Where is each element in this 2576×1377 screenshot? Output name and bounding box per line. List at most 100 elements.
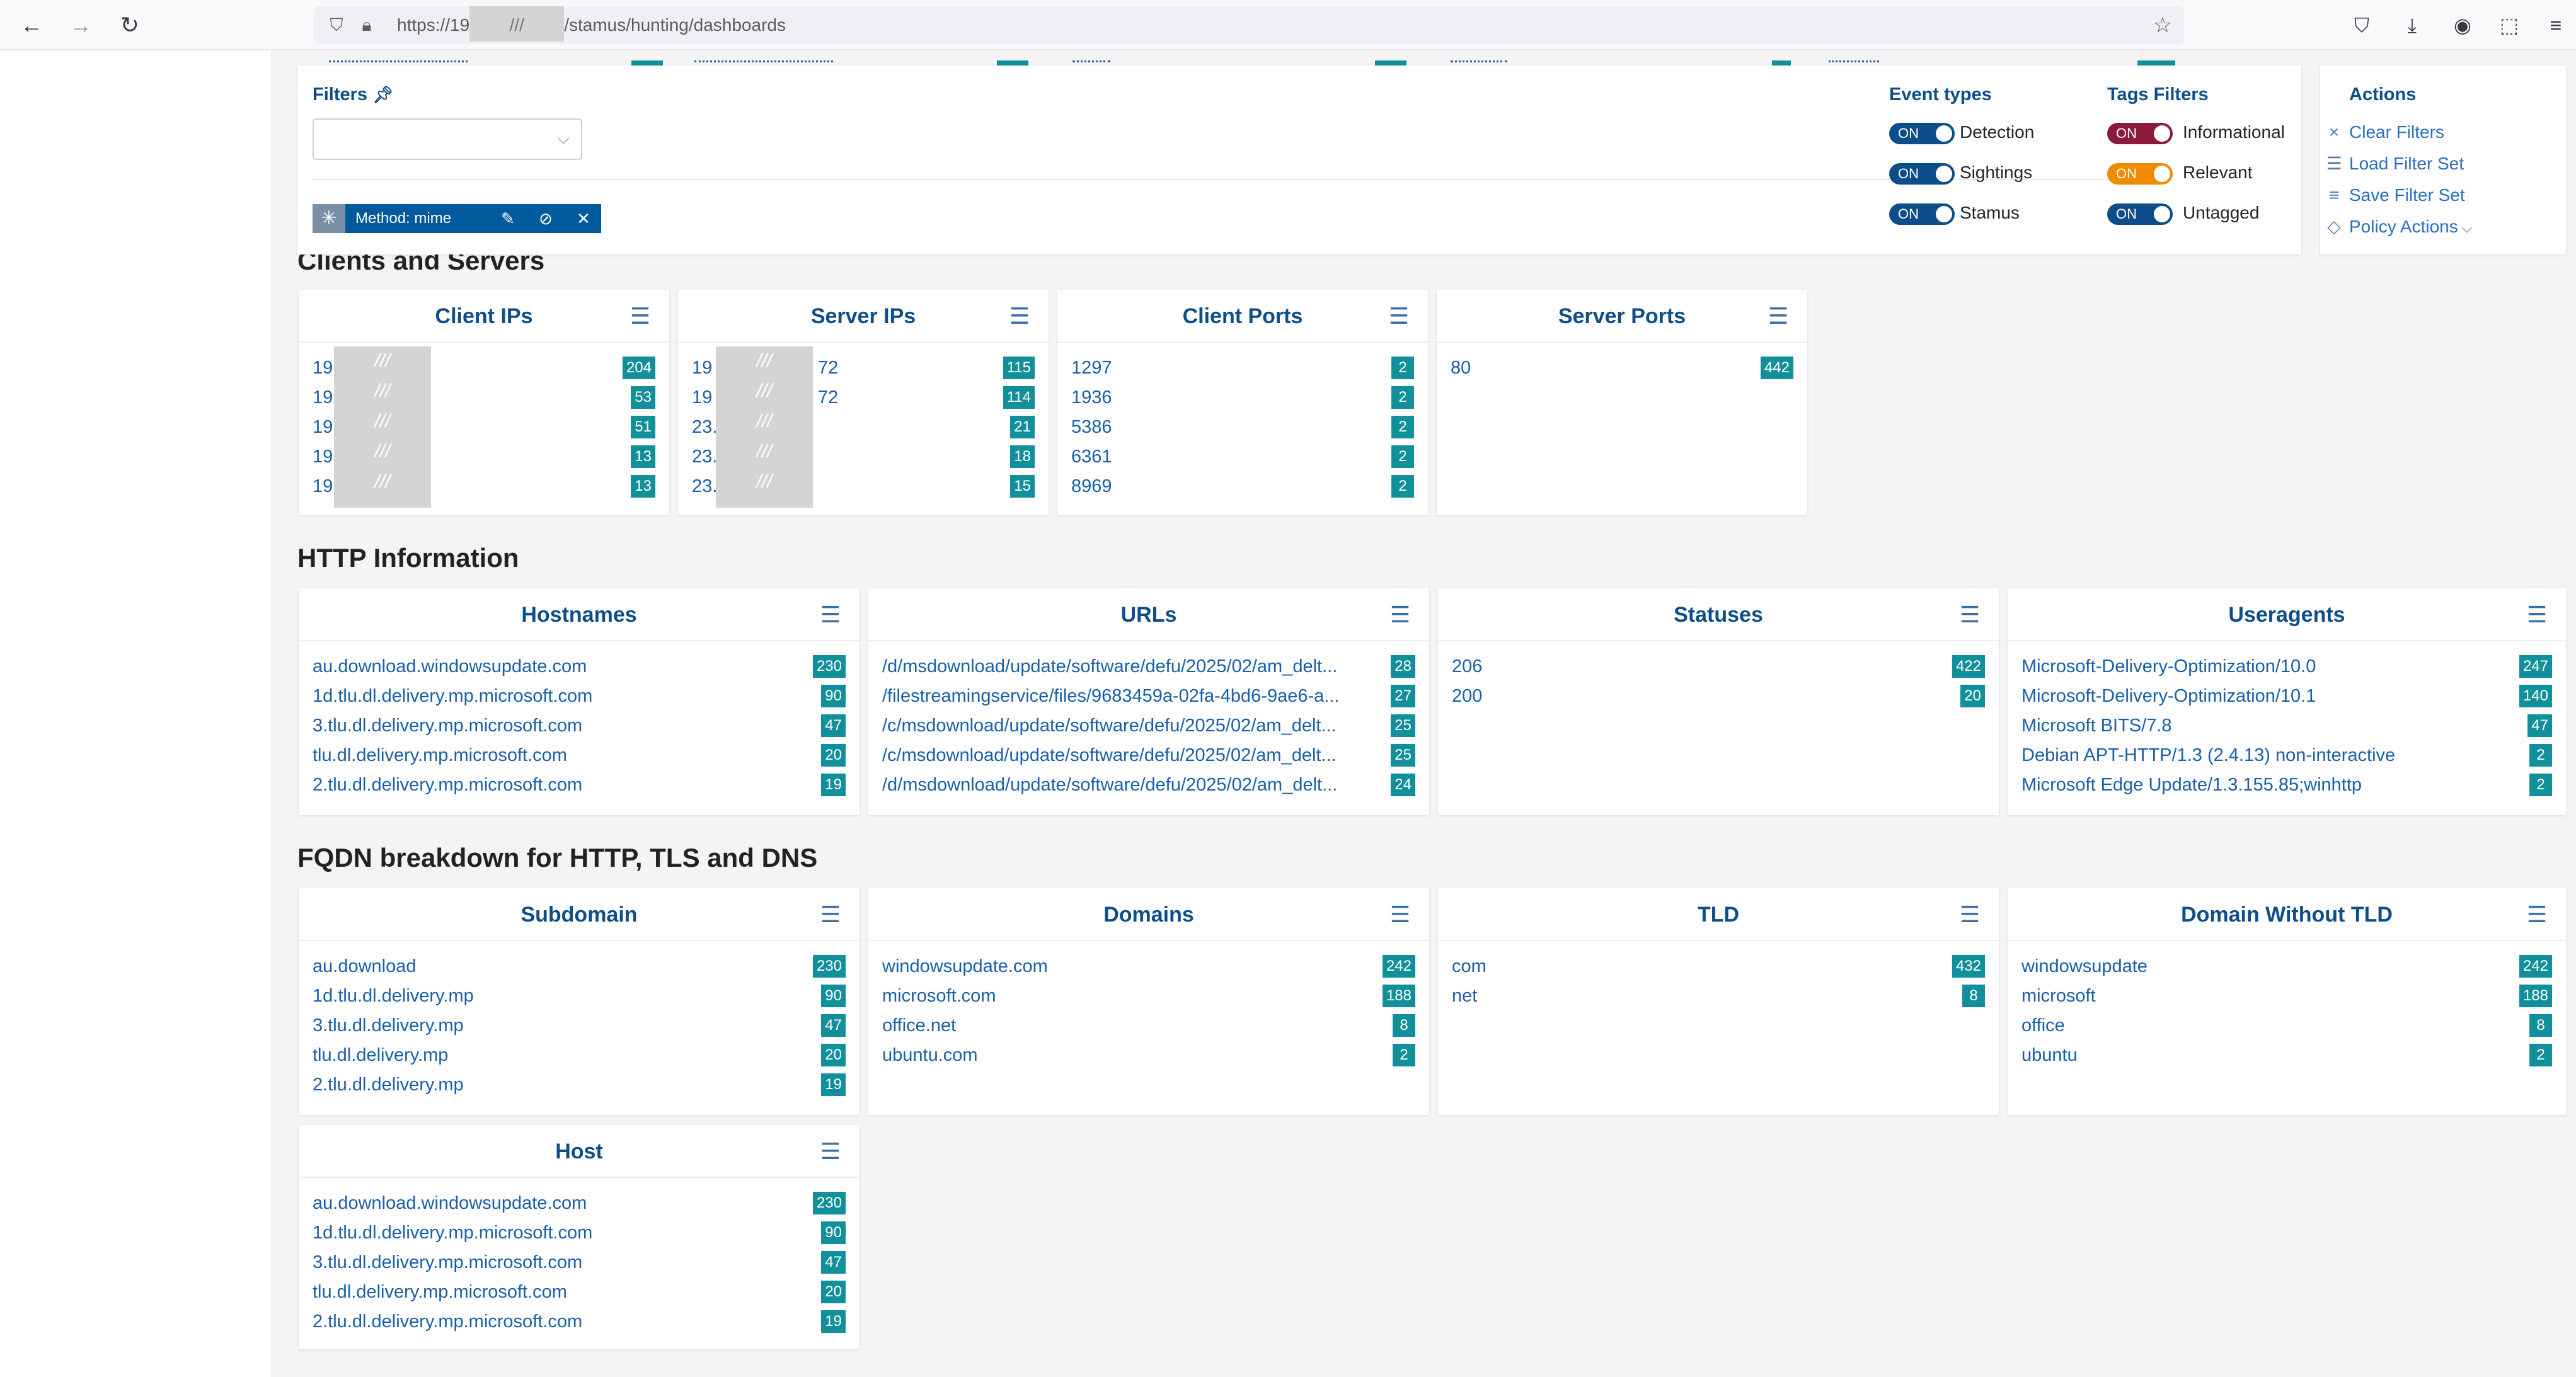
account-icon[interactable]: ◉ — [2454, 14, 2471, 37]
row-label[interactable]: 1d.tlu.dl.delivery.mp.microsoft.com — [313, 1223, 593, 1243]
pocket-icon[interactable]: ⛉ — [2354, 14, 2369, 37]
row-label[interactable]: ubuntu — [2021, 1045, 2078, 1065]
table-row[interactable]: 206 422 — [1452, 654, 1985, 679]
row-label[interactable]: 19 — [313, 387, 333, 408]
row-label[interactable]: 19 — [313, 358, 333, 378]
row-label[interactable]: 2.tlu.dl.delivery.mp.microsoft.com — [313, 1311, 583, 1332]
table-row[interactable]: 19 72 115 — [692, 355, 1035, 380]
load-filter-set-button[interactable]: ☰ Load Filter Set — [2326, 152, 2464, 175]
table-row[interactable]: ubuntu.com 2 — [882, 1043, 1415, 1068]
row-label[interactable]: 2.tlu.dl.delivery.mp — [313, 1075, 464, 1095]
row-label[interactable]: au.download.windowsupdate.com — [313, 1193, 587, 1213]
table-row[interactable]: /d/msdownload/update/software/defu/2025/… — [882, 772, 1415, 797]
row-label[interactable]: /d/msdownload/update/software/defu/2025/… — [882, 775, 1338, 795]
row-label[interactable]: 3.tlu.dl.delivery.mp.microsoft.com — [313, 716, 583, 736]
table-row[interactable]: microsoft.com 188 — [882, 983, 1415, 1008]
pin-icon[interactable]: 📌︎ — [372, 85, 394, 104]
table-row[interactable]: 3.tlu.dl.delivery.mp.microsoft.com 47 — [313, 713, 846, 738]
row-label[interactable]: Microsoft-Delivery-Optimization/10.0 — [2021, 656, 2316, 677]
table-row[interactable]: office 8 — [2021, 1013, 2552, 1038]
table-row[interactable]: /d/msdownload/update/software/defu/2025/… — [882, 654, 1415, 679]
clear-filters-button[interactable]: × Clear Filters — [2329, 121, 2444, 144]
row-label[interactable]: Microsoft BITS/7.8 — [2021, 716, 2172, 736]
row-label[interactable]: 1936 — [1071, 387, 1112, 408]
row-label[interactable]: 6361 — [1071, 447, 1112, 467]
bookmark-star-icon[interactable]: ☆ — [2153, 13, 2173, 37]
row-label[interactable]: Debian APT-HTTP/1.3 (2.4.13) non-interac… — [2021, 745, 2396, 765]
hamburger-menu-icon[interactable]: ☰ — [1389, 901, 1411, 927]
hamburger-menu-icon[interactable]: ☰ — [1959, 901, 1981, 927]
table-row[interactable]: /c/msdownload/update/software/defu/2025/… — [882, 743, 1415, 768]
table-row[interactable]: Microsoft BITS/7.8 47 — [2021, 713, 2552, 738]
row-label[interactable]: 19 — [692, 387, 713, 408]
row-label[interactable]: 1d.tlu.dl.delivery.mp — [313, 986, 474, 1006]
row-label[interactable]: 3.tlu.dl.delivery.mp.microsoft.com — [313, 1252, 583, 1272]
row-label[interactable]: au.download — [313, 956, 417, 976]
row-label[interactable]: Microsoft-Delivery-Optimization/10.1 — [2021, 686, 2316, 706]
table-row[interactable]: /c/msdownload/update/software/defu/2025/… — [882, 713, 1415, 738]
row-label[interactable]: tlu.dl.delivery.mp.microsoft.com — [313, 1282, 567, 1302]
row-label[interactable]: tlu.dl.delivery.mp — [313, 1045, 449, 1065]
hamburger-menu-icon[interactable]: ☰ — [1959, 602, 1981, 627]
hamburger-menu-icon[interactable]: ☰ — [820, 1138, 841, 1164]
policy-actions-dropdown[interactable]: ◇ Policy Actions ⌵ — [2327, 215, 2472, 239]
table-row[interactable]: au.download.windowsupdate.com 230 — [313, 1191, 846, 1216]
toggle-switch[interactable]: ON — [2107, 163, 2173, 185]
save-filter-set-button[interactable]: ≡ Save Filter Set — [2329, 184, 2465, 207]
hamburger-menu-icon[interactable]: ☰ — [1389, 602, 1411, 627]
table-row[interactable]: 193313 — [313, 474, 655, 499]
table-row[interactable]: /filestreamingservice/files/9683459a-02f… — [882, 683, 1415, 709]
negate-icon[interactable]: ⊘ — [539, 209, 553, 228]
row-label[interactable]: 2.tlu.dl.delivery.mp.microsoft.com — [313, 775, 583, 795]
table-row[interactable]: 1d.tlu.dl.delivery.mp.microsoft.com 90 — [313, 1220, 846, 1245]
table-row[interactable]: tlu.dl.delivery.mp.microsoft.com 20 — [313, 1279, 846, 1305]
row-label[interactable]: 206 — [1452, 656, 1483, 677]
row-label[interactable]: microsoft — [2021, 986, 2096, 1006]
table-row[interactable]: 23. 18 — [692, 444, 1035, 469]
table-row[interactable]: Microsoft-Delivery-Optimization/10.1 140 — [2021, 683, 2552, 709]
table-row[interactable]: 23. 15 — [692, 474, 1035, 499]
tag-filter-untagged[interactable]: ON Untagged — [2107, 202, 2259, 225]
table-row[interactable]: 19 53 — [313, 385, 655, 410]
hamburger-menu-icon[interactable]: ☰ — [1009, 303, 1030, 329]
back-arrow-icon[interactable]: ← — [20, 12, 43, 38]
row-label[interactable]: /c/msdownload/update/software/defu/2025/… — [882, 745, 1337, 765]
menu-icon[interactable]: ≡ — [2550, 14, 2562, 37]
download-icon[interactable]: ⤓ — [2407, 14, 2417, 37]
lock-icon[interactable]: 🔒︎ — [362, 15, 372, 35]
row-label[interactable]: 5386 — [1071, 417, 1112, 437]
row-label-suffix[interactable]: 72 — [818, 387, 839, 408]
table-row[interactable]: 23. 21 — [692, 414, 1035, 440]
row-label-suffix[interactable]: 72 — [818, 358, 839, 378]
table-row[interactable]: 8969 2 — [1071, 474, 1414, 499]
table-row[interactable]: 2.tlu.dl.delivery.mp.microsoft.com 19 — [313, 772, 846, 797]
table-row[interactable]: 3.tlu.dl.delivery.mp 47 — [313, 1013, 846, 1038]
tag-filter-informational[interactable]: ON Informational — [2107, 121, 2285, 144]
address-bar[interactable]: ⛉ 🔒︎ https://19////stamus/hunting/dashbo… — [314, 6, 2184, 44]
table-row[interactable]: 191951 — [313, 414, 655, 440]
hamburger-menu-icon[interactable]: ☰ — [2526, 901, 2548, 927]
table-row[interactable]: 200 20 — [1452, 683, 1985, 709]
row-label[interactable]: 23. — [692, 447, 718, 467]
row-label[interactable]: windowsupdate — [2021, 956, 2148, 976]
row-label[interactable]: tlu.dl.delivery.mp.microsoft.com — [313, 745, 567, 765]
close-icon[interactable]: ✕ — [577, 209, 590, 228]
table-row[interactable]: 19 72 114 — [692, 385, 1035, 410]
row-label[interactable]: 19 — [313, 476, 333, 496]
row-label[interactable]: 19 — [692, 358, 713, 378]
table-row[interactable]: windowsupdate.com 242 — [882, 954, 1415, 979]
toggle-switch[interactable]: ON — [1889, 122, 1955, 144]
row-label[interactable]: office.net — [882, 1015, 957, 1036]
extensions-icon[interactable]: ⬚ — [2499, 14, 2519, 37]
row-label[interactable]: /c/msdownload/update/software/defu/2025/… — [882, 716, 1337, 736]
hamburger-menu-icon[interactable]: ☰ — [630, 303, 651, 329]
toggle-switch[interactable]: ON — [1889, 163, 1955, 185]
row-label[interactable]: 19 — [313, 447, 333, 467]
event-type-detection[interactable]: ON Detection — [1889, 121, 2034, 144]
row-label[interactable]: 200 — [1452, 686, 1483, 706]
row-label[interactable]: 19 — [313, 417, 333, 437]
toggle-switch[interactable]: ON — [2107, 203, 2173, 225]
row-label[interactable]: Microsoft Edge Update/1.3.155.85;winhttp — [2021, 775, 2362, 795]
hamburger-menu-icon[interactable]: ☰ — [2526, 602, 2548, 627]
table-row[interactable]: ubuntu 2 — [2021, 1043, 2552, 1068]
